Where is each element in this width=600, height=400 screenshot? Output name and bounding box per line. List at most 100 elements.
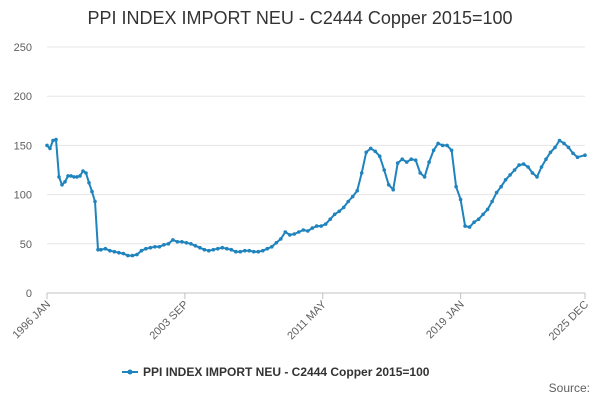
data-point[interactable] [544,157,548,161]
data-point[interactable] [404,160,409,164]
data-point[interactable] [382,168,387,172]
data-point[interactable] [54,137,58,142]
data-point[interactable] [449,148,454,153]
data-point[interactable] [445,143,449,148]
data-point[interactable] [256,249,261,254]
data-point[interactable] [562,141,566,146]
data-point[interactable] [472,220,476,224]
data-point[interactable] [162,243,166,247]
data-point[interactable] [72,175,76,179]
data-point[interactable] [566,145,571,150]
data-point[interactable] [346,199,351,204]
data-point[interactable] [481,212,485,217]
data-point[interactable] [247,248,252,253]
data-point[interactable] [409,157,414,161]
data-point[interactable] [202,247,207,252]
data-point[interactable] [234,249,238,254]
data-point[interactable] [144,246,148,251]
data-point[interactable] [171,238,175,242]
data-point[interactable] [436,141,440,146]
data-point[interactable] [81,169,85,173]
data-point[interactable] [499,184,503,189]
data-point[interactable] [539,165,544,169]
data-point[interactable] [319,224,324,228]
data-point[interactable] [153,245,157,249]
data-point[interactable] [332,212,337,217]
data-point[interactable] [431,148,436,153]
data-point[interactable] [337,209,342,214]
data-point[interactable] [130,253,135,258]
data-point[interactable] [121,251,126,256]
data-point[interactable] [229,247,234,252]
data-point[interactable] [508,173,512,177]
data-point[interactable] [96,247,100,252]
data-point[interactable] [283,230,288,234]
data-point[interactable] [292,232,297,236]
data-point[interactable] [297,230,301,234]
data-point[interactable] [225,246,229,251]
data-point[interactable] [252,249,256,254]
data-point[interactable] [93,199,97,204]
data-point[interactable] [530,171,535,175]
data-point[interactable] [274,241,279,245]
data-point[interactable] [503,178,508,182]
data-point[interactable] [112,249,117,254]
data-point[interactable] [395,161,400,165]
data-point[interactable] [63,180,67,184]
data-point[interactable] [314,224,319,228]
data-point[interactable] [350,194,355,199]
data-point[interactable] [458,197,463,202]
source-label[interactable]: Source: [549,381,590,395]
data-point[interactable] [418,171,423,175]
data-point[interactable] [355,188,360,193]
data-point[interactable] [310,226,315,230]
data-point[interactable] [48,146,52,151]
data-point[interactable] [265,246,270,251]
data-point[interactable] [108,248,112,253]
data-point[interactable] [78,174,82,178]
data-point[interactable] [261,248,265,253]
data-point[interactable] [175,240,180,244]
data-point[interactable] [386,183,391,187]
data-point[interactable] [211,247,216,252]
data-point[interactable] [548,150,553,155]
data-point[interactable] [373,149,378,154]
data-point[interactable] [126,253,130,258]
data-point[interactable] [103,246,108,251]
data-point[interactable] [238,249,243,254]
data-point[interactable] [99,247,103,252]
data-point[interactable] [427,160,431,164]
data-point[interactable] [440,143,445,148]
data-point[interactable] [60,183,64,187]
data-point[interactable] [400,157,405,161]
data-point[interactable] [454,184,458,189]
data-point[interactable] [364,150,369,155]
data-point[interactable] [306,229,310,233]
data-point[interactable] [467,225,472,229]
data-point[interactable] [220,245,225,250]
legend[interactable]: PPI INDEX IMPORT NEU - C2444 Copper 2015… [122,365,430,379]
data-point[interactable] [184,241,189,245]
data-point[interactable] [57,175,61,179]
data-point[interactable] [377,154,382,158]
data-point[interactable] [571,151,575,156]
data-point[interactable] [463,224,467,228]
data-point[interactable] [521,162,526,166]
data-point[interactable] [189,242,193,246]
data-point[interactable] [583,153,587,157]
data-point[interactable] [207,248,211,253]
data-point[interactable] [485,207,490,212]
data-point[interactable] [323,222,328,226]
data-point[interactable] [535,175,539,179]
data-point[interactable] [526,165,530,169]
data-point[interactable] [391,187,396,192]
data-point[interactable] [117,250,121,255]
data-point[interactable] [75,175,79,179]
data-point[interactable] [288,233,292,237]
data-point[interactable] [557,138,562,143]
data-point[interactable] [476,217,481,221]
data-point[interactable] [180,240,184,244]
data-point[interactable] [51,138,55,143]
data-point[interactable] [341,205,346,210]
data-point[interactable] [243,248,247,253]
